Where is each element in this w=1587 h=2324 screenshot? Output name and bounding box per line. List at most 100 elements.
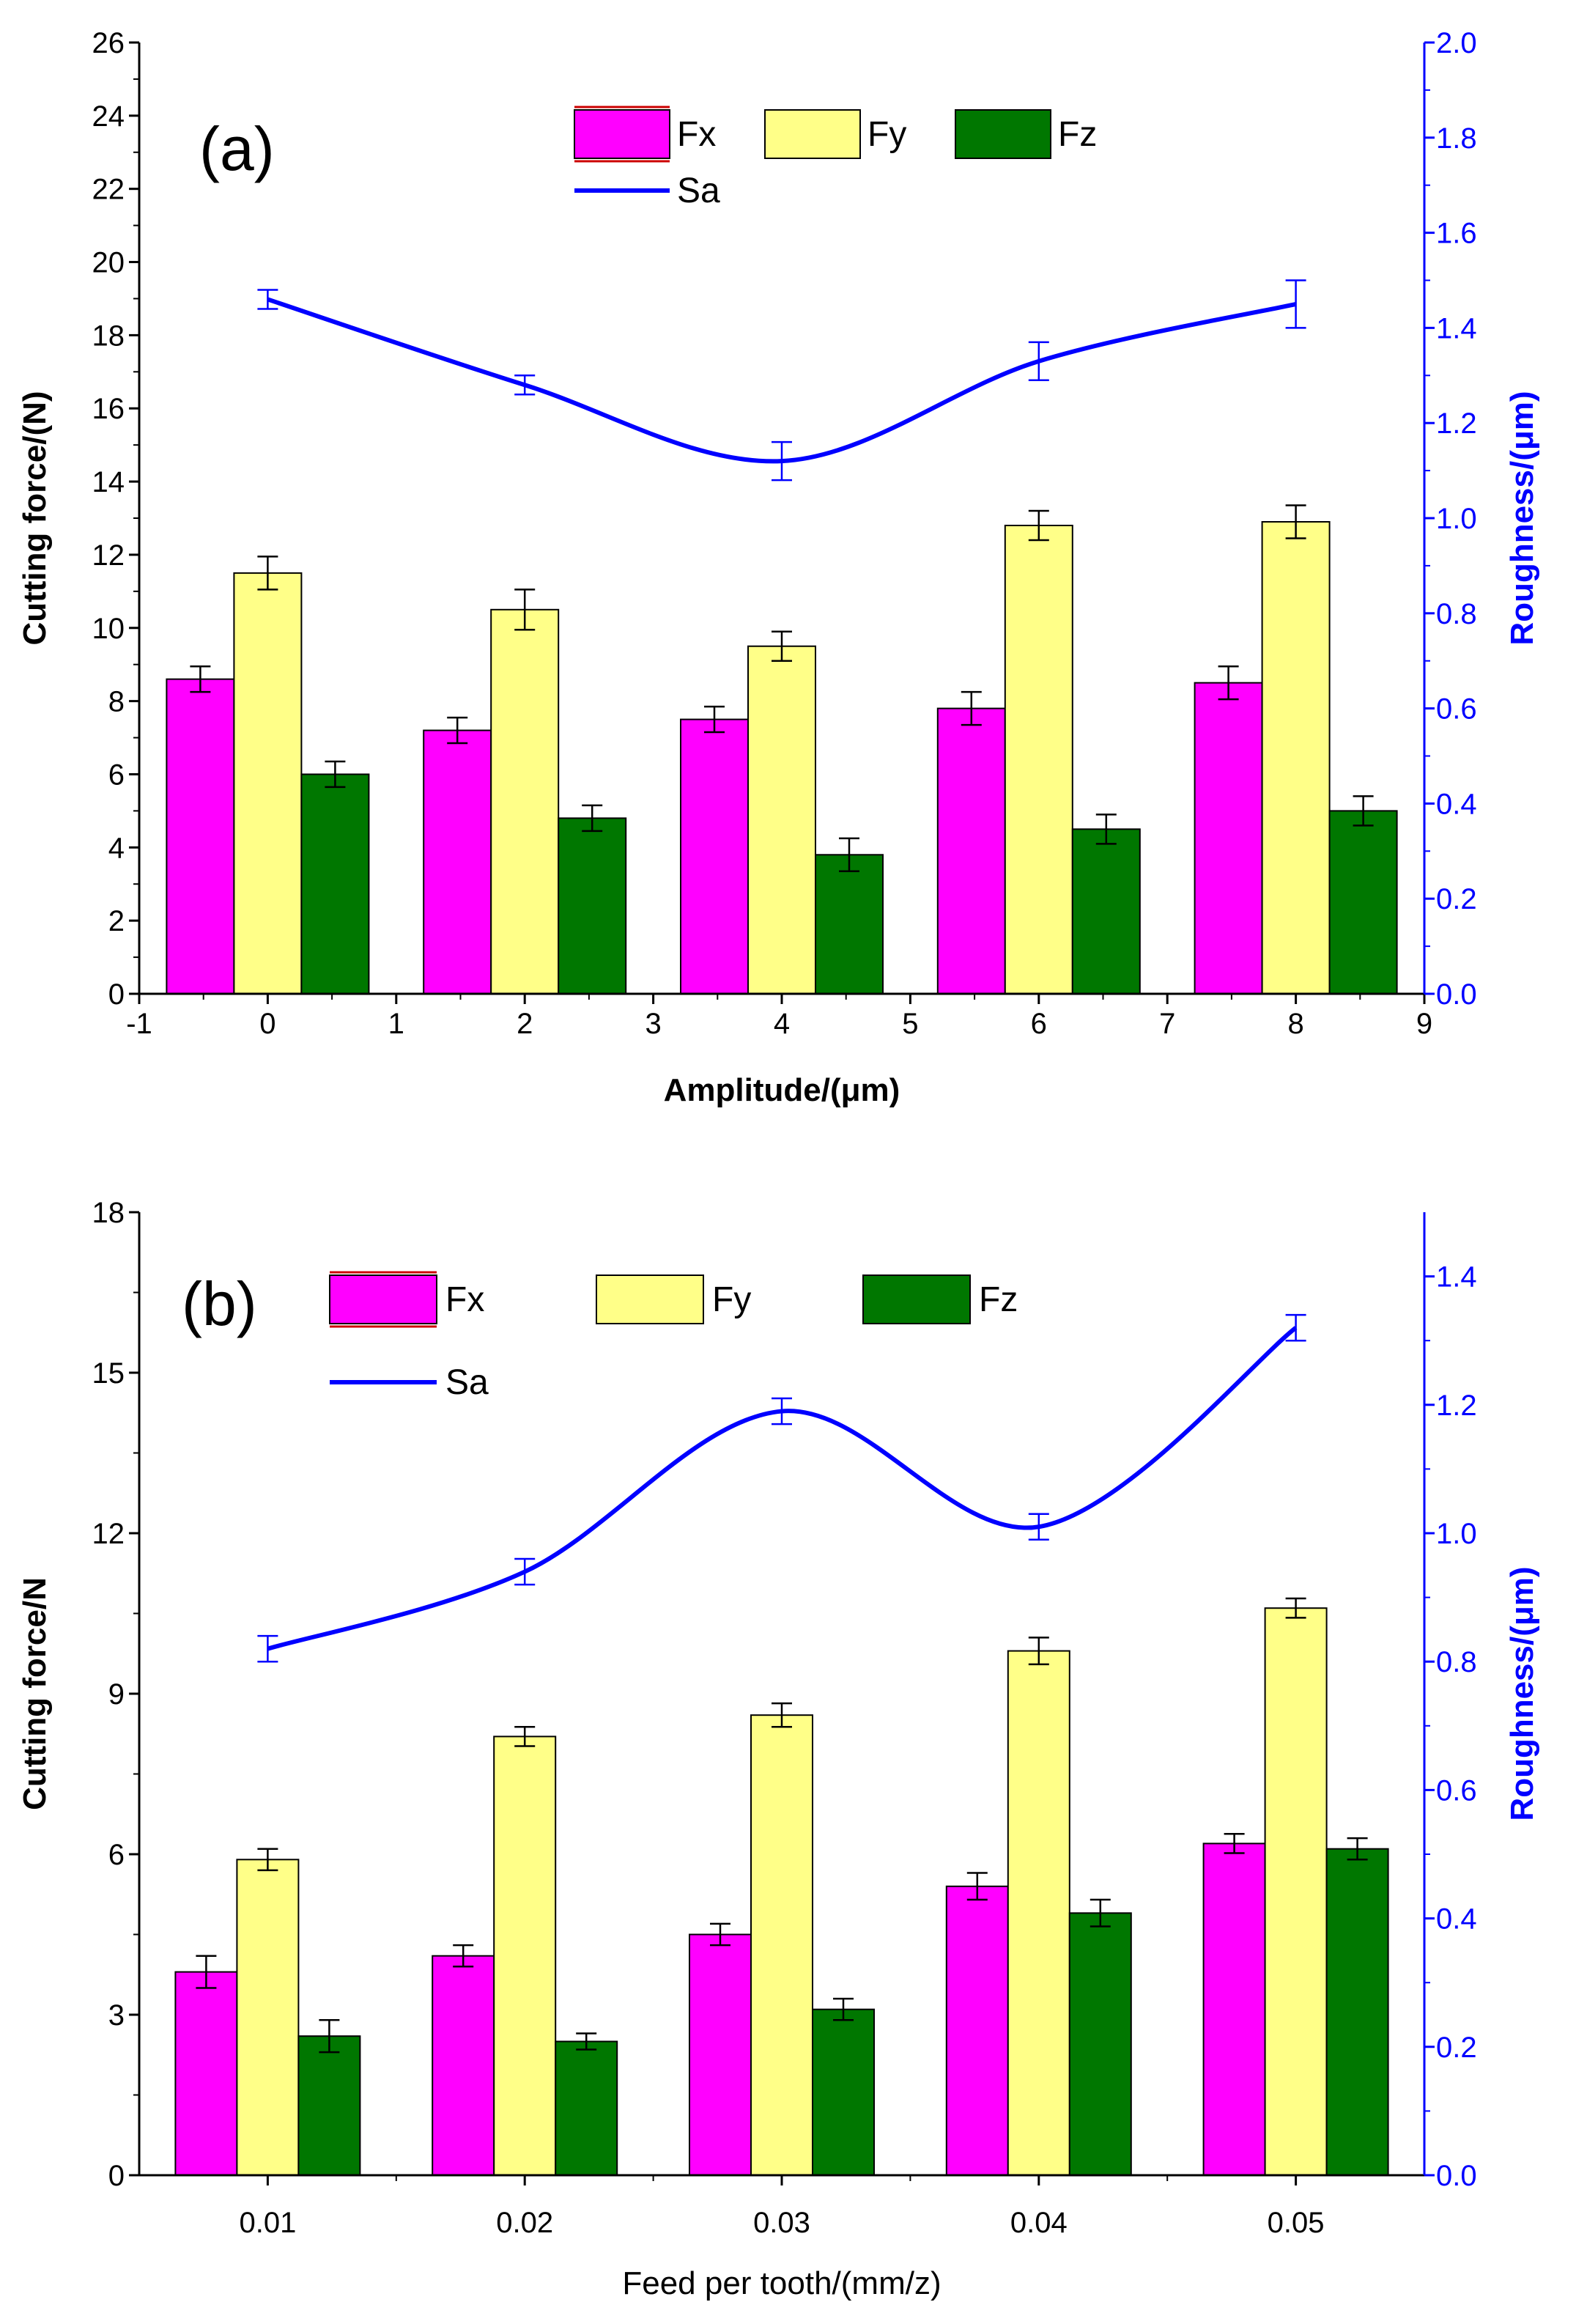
y-axis-label: Cutting force/N bbox=[17, 1577, 53, 1810]
y-tick-label: 2 bbox=[108, 905, 125, 937]
bar-fx bbox=[936, 707, 1006, 995]
bar-fz bbox=[297, 2035, 361, 2176]
x-tick-label: 6 bbox=[1031, 1008, 1047, 1040]
bar-fy bbox=[490, 608, 560, 995]
legend-label-fz: Fz bbox=[979, 1280, 1018, 1319]
y-tick-label: 15 bbox=[92, 1357, 125, 1390]
legend-label-fx: Fx bbox=[677, 115, 716, 154]
x-axis-label: Feed per tooth/(mm/z) bbox=[622, 2265, 941, 2301]
bar-fx bbox=[166, 678, 235, 995]
bar-fx bbox=[1202, 1842, 1266, 2176]
legend-label-fz: Fz bbox=[1058, 115, 1097, 154]
x-tick-label: 1 bbox=[388, 1008, 404, 1040]
legend-swatch-fz bbox=[862, 1274, 971, 1324]
y-tick-label: 12 bbox=[92, 539, 125, 572]
x-tick-label: 3 bbox=[645, 1008, 661, 1040]
bar-fz bbox=[1068, 1912, 1132, 2177]
y2-tick-label: 0.8 bbox=[1436, 1646, 1477, 1678]
y-tick-label: 24 bbox=[92, 100, 125, 133]
legend-swatch-fy bbox=[596, 1274, 704, 1324]
x-tick-label: 0.04 bbox=[1010, 2207, 1068, 2239]
x-tick-label: 0.01 bbox=[239, 2207, 296, 2239]
legend-label-fx: Fx bbox=[445, 1280, 484, 1319]
y-tick-label: 4 bbox=[108, 832, 125, 864]
panel-label: (b) bbox=[182, 1269, 257, 1338]
legend-swatch-fx bbox=[329, 1274, 437, 1324]
y-tick-label: 6 bbox=[108, 1839, 125, 1871]
panel-b: 0.01 0.02 0.03 0.04 0.05 0 3 6 9 12 15 18 0.0 0.2 0.4 0… bbox=[17, 1197, 1540, 2301]
y-tick-label: 6 bbox=[108, 759, 125, 791]
y2-tick-label: 1.4 bbox=[1436, 1261, 1477, 1294]
panel-label: (a) bbox=[199, 114, 275, 183]
y2-tick-label: 1.8 bbox=[1436, 122, 1477, 155]
bar-fz bbox=[300, 773, 370, 995]
y-tick-label: 9 bbox=[108, 1678, 125, 1711]
bar-fy bbox=[750, 1714, 813, 2176]
y2-tick-label: 0.2 bbox=[1436, 2032, 1477, 2064]
y2-axis-label: Roughness/(μm) bbox=[1504, 1566, 1540, 1821]
x-tick-label: 8 bbox=[1287, 1008, 1303, 1040]
bar-fx bbox=[945, 1885, 1009, 2177]
y-tick-label: 22 bbox=[92, 174, 125, 206]
bar-fy bbox=[1261, 520, 1331, 995]
y2-tick-label: 0.2 bbox=[1436, 883, 1477, 915]
bar-fz bbox=[815, 854, 884, 995]
legend-swatch-fy bbox=[764, 109, 861, 159]
y-tick-label: 16 bbox=[92, 393, 125, 425]
y2-tick-label: 0.4 bbox=[1436, 788, 1477, 820]
bar-fz bbox=[555, 2040, 618, 2176]
sa-line bbox=[267, 1326, 1298, 1651]
bar-fy bbox=[1007, 1650, 1070, 2177]
x-tick-label: 7 bbox=[1159, 1008, 1175, 1040]
y-tick-label: 0 bbox=[108, 978, 125, 1011]
y2-tick-label: 1.4 bbox=[1436, 312, 1477, 344]
bar-fx bbox=[174, 1971, 238, 2177]
x-tick-label: 0.05 bbox=[1268, 2207, 1325, 2239]
y-tick-label: 18 bbox=[92, 320, 125, 352]
sa-line bbox=[267, 297, 1297, 464]
legend: Fx Fy Fz Sa bbox=[574, 106, 1097, 210]
bar-fz bbox=[1071, 828, 1141, 995]
bar-fy bbox=[1264, 1607, 1328, 2176]
y2-tick-label: 0.4 bbox=[1436, 1903, 1477, 1936]
bar-fx bbox=[432, 1955, 495, 2176]
y2-tick-label: 1.2 bbox=[1436, 407, 1477, 440]
bar-fx bbox=[689, 1933, 752, 2176]
x-tick-label: 4 bbox=[774, 1008, 790, 1040]
y2-axis-label: Roughness/(μm) bbox=[1504, 391, 1540, 645]
legend-label-fy: Fy bbox=[868, 115, 906, 154]
bar-fx bbox=[1194, 682, 1263, 995]
legend: Fx Fy Fz Sa bbox=[329, 1271, 1018, 1402]
bar-fy bbox=[233, 572, 303, 995]
bar-fy bbox=[1004, 524, 1073, 995]
panel-a: -1 0 1 2 3 4 5 6 7 8 9024681012141618202224260.00.… bbox=[17, 27, 1540, 1108]
y-tick-label: 10 bbox=[92, 613, 125, 645]
bar-fz bbox=[812, 2008, 875, 2176]
y-tick-label: 18 bbox=[92, 1197, 125, 1229]
bar-fx bbox=[423, 729, 492, 995]
legend-label-fy: Fy bbox=[712, 1280, 751, 1319]
y2-tick-label: 0.6 bbox=[1436, 693, 1477, 726]
y2-tick-label: 1.6 bbox=[1436, 218, 1477, 250]
legend-swatch-fz bbox=[955, 109, 1051, 159]
x-tick-label: 9 bbox=[1416, 1008, 1432, 1040]
bar-fz bbox=[558, 817, 627, 995]
x-tick-label: -1 bbox=[126, 1008, 152, 1040]
y2-tick-label: 2.0 bbox=[1436, 27, 1477, 59]
y-tick-label: 3 bbox=[108, 1999, 125, 2032]
y-axis-label: Cutting force/(N) bbox=[17, 391, 53, 645]
bar-fx bbox=[680, 718, 749, 995]
y-tick-label: 12 bbox=[92, 1518, 125, 1550]
legend-swatch-fx bbox=[574, 109, 670, 159]
bar-fy bbox=[236, 1859, 300, 2177]
y2-tick-label: 0.0 bbox=[1436, 2160, 1477, 2192]
x-tick-label: 0.03 bbox=[753, 2207, 810, 2239]
y-tick-label: 26 bbox=[92, 27, 125, 59]
bar-fy bbox=[493, 1735, 557, 2176]
x-tick-label: 2 bbox=[517, 1008, 533, 1040]
y2-tick-label: 0.0 bbox=[1436, 978, 1477, 1011]
legend-label-sa: Sa bbox=[677, 171, 720, 210]
y-tick-label: 20 bbox=[92, 247, 125, 279]
